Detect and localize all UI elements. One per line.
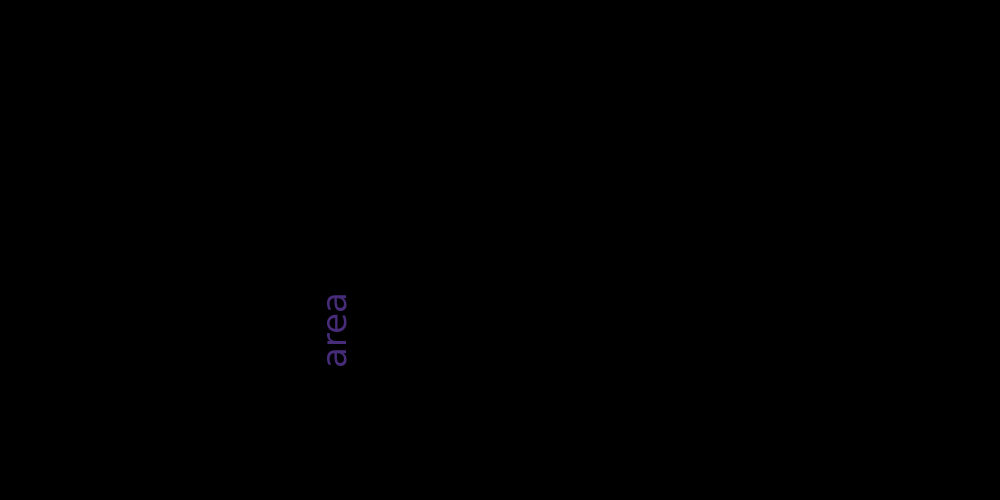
- word-director: energy: [556, 480, 612, 499]
- word-atlanta: atlanta: [126, 331, 261, 375]
- word-people: people: [12, 367, 223, 440]
- word-ballot: new: [874, 0, 903, 15]
- word-hub: student: [740, 469, 794, 485]
- word-register: candidate: [8, 443, 207, 489]
- word-former: started: [930, 106, 988, 125]
- word-energy: stake: [160, 428, 203, 447]
- word-past: made: [452, 449, 492, 465]
- word-vote: vote: [350, 0, 671, 145]
- word-spoor: senate: [278, 393, 367, 423]
- word-year: ballot: [956, 14, 1000, 33]
- word-white: biden: [346, 174, 397, 195]
- word-age: right: [506, 97, 586, 137]
- word-student: momentum: [152, 481, 234, 497]
- word-work: power: [726, 92, 770, 108]
- word-voice: sunrise: [862, 250, 920, 269]
- word-class: democratic: [468, 481, 547, 497]
- word-say: drop: [576, 246, 608, 262]
- word-believe: work: [112, 135, 146, 151]
- word-runoff: runoff: [428, 367, 756, 495]
- word-across: want: [6, 367, 41, 383]
- word-area-vertical: area: [315, 292, 355, 368]
- word-power: medium: [590, 59, 648, 75]
- word-poll: poll: [24, 24, 151, 106]
- word-social: first: [368, 458, 400, 477]
- word-part: expand: [818, 179, 870, 195]
- word-flip: wolfe: [668, 174, 706, 190]
- word-said: said: [784, 14, 932, 98]
- word-december: across: [126, 0, 171, 15]
- word-u: role: [8, 355, 35, 371]
- word-voter: voter: [12, 113, 469, 316]
- word-expand: build: [448, 129, 483, 145]
- word-asher: encouraging: [486, 216, 636, 244]
- word-biden: voting: [708, 172, 771, 196]
- word-started: high: [714, 104, 749, 123]
- word-life: organizer: [18, 119, 151, 152]
- word-sunrise: next: [786, 248, 826, 269]
- word-youth: encourage: [242, 108, 338, 129]
- word-made: class: [94, 481, 129, 497]
- word-want: hub: [858, 372, 889, 391]
- word-candidate-vertical: candidate: [955, 231, 995, 400]
- word-supported: asher: [772, 154, 823, 175]
- word-encourage: white: [72, 362, 122, 383]
- word-cnn: university: [814, 420, 973, 458]
- word-malbrough: 18: [594, 378, 622, 403]
- word-able: going: [724, 77, 764, 93]
- word-first: turn: [258, 440, 291, 459]
- word-democratic: social: [624, 478, 670, 497]
- word-general: general: [208, 33, 338, 73]
- word-turn: concerted: [248, 253, 329, 272]
- word-state: state: [70, 256, 258, 342]
- word-senate: age: [476, 377, 532, 412]
- word-high: effort: [594, 38, 643, 59]
- word-role: part: [132, 217, 161, 233]
- word-medium: seat: [216, 23, 246, 39]
- word-drop: flip: [182, 195, 204, 211]
- word-fight: supported: [346, 194, 438, 215]
- word-metro: youth: [726, 44, 772, 63]
- word-election: election: [586, 171, 904, 264]
- word-march: worker: [756, 0, 845, 30]
- word-organizer: march: [782, 77, 871, 110]
- word-presidentelect: coalition: [320, 1, 380, 17]
- word-county: past: [66, 343, 97, 359]
- word-university: turabi: [796, 451, 885, 486]
- word-georgian: believe: [564, 127, 615, 143]
- word-young: young: [360, 221, 857, 408]
- word-next: national: [224, 130, 289, 149]
- word-climate: georgian: [900, 179, 962, 195]
- word-told: cnn: [356, 105, 422, 146]
- word-group: group: [100, 78, 234, 132]
- word-trump: area: [218, 0, 281, 30]
- word-future: majority: [934, 0, 1000, 17]
- word-new: presidentelect: [592, 0, 693, 15]
- word-concerted: 1829: [674, 251, 715, 270]
- word-5: climate: [384, 255, 436, 271]
- word-leader: year: [80, 29, 112, 45]
- word-seat: future: [10, 31, 53, 47]
- word-18: also: [20, 333, 89, 373]
- word-taking: able: [30, 93, 60, 109]
- word-organization: organization: [650, 112, 949, 168]
- word-also: life: [882, 417, 925, 450]
- word-right: trump: [264, 69, 356, 104]
- word-momentum: director: [372, 478, 435, 497]
- word-turabi: register: [222, 445, 377, 491]
- word-encouraging: january: [262, 422, 346, 447]
- word-stake: voice: [330, 224, 373, 243]
- word-majority: postcard: [666, 2, 727, 18]
- word-coalition: county: [118, 12, 166, 28]
- word-postcard: december: [480, 0, 551, 15]
- word-wolfe: taking: [40, 149, 84, 165]
- word-voting: malbrough: [128, 118, 226, 139]
- word-worker: told: [8, 3, 58, 33]
- word-1829: former: [610, 109, 664, 128]
- word-going: leader: [732, 21, 777, 37]
- word-national: metro: [840, 103, 888, 122]
- word-effort: fight: [256, 366, 298, 387]
- word-january: spoor: [880, 145, 959, 178]
